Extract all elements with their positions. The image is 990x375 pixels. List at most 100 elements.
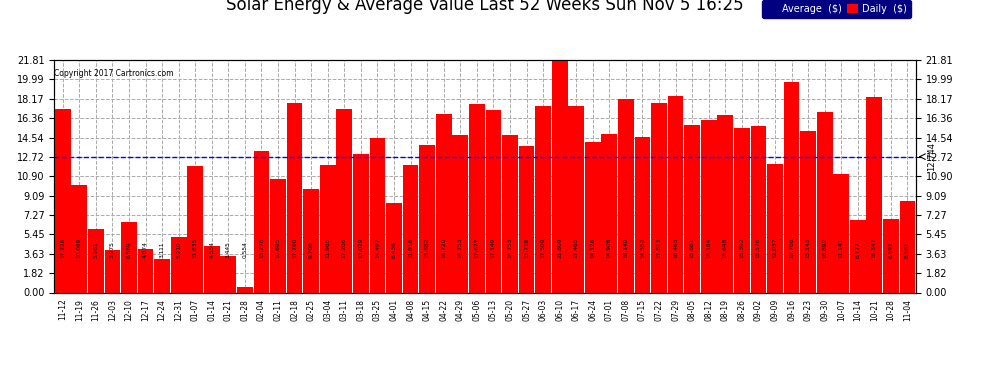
Bar — [386, 202, 402, 292]
Text: 18.140: 18.140 — [624, 237, 629, 258]
Bar — [204, 246, 220, 292]
Legend: Average  ($), Daily  ($): Average ($), Daily ($) — [762, 0, 911, 18]
Bar — [287, 103, 303, 292]
Text: 10.069: 10.069 — [77, 237, 82, 258]
Bar — [817, 112, 833, 292]
Text: 3.975: 3.975 — [110, 241, 115, 258]
Bar — [635, 137, 650, 292]
Bar — [618, 99, 634, 292]
Text: 17.226: 17.226 — [60, 237, 65, 258]
Bar — [221, 256, 237, 292]
Bar — [800, 131, 816, 292]
Bar — [585, 142, 601, 292]
Bar — [452, 135, 468, 292]
Text: 11.141: 11.141 — [839, 237, 843, 258]
Text: 14.497: 14.497 — [375, 237, 380, 258]
Text: 19.708: 19.708 — [789, 237, 794, 258]
Text: 14.552: 14.552 — [640, 237, 644, 258]
Text: 15.576: 15.576 — [756, 237, 761, 258]
Text: 21.809: 21.809 — [557, 237, 562, 258]
Text: 16.648: 16.648 — [723, 237, 728, 258]
Text: 17.760: 17.760 — [292, 237, 297, 258]
Text: 14.908: 14.908 — [607, 237, 612, 258]
Bar — [767, 164, 783, 292]
Text: 6.569: 6.569 — [127, 241, 132, 258]
Bar — [750, 126, 766, 292]
Text: 6.891: 6.891 — [888, 241, 893, 258]
Text: 17.206: 17.206 — [342, 237, 346, 258]
Bar — [303, 189, 319, 292]
Text: 17.813: 17.813 — [656, 237, 661, 258]
Text: 17.149: 17.149 — [491, 237, 496, 258]
Text: 4.354: 4.354 — [209, 241, 214, 258]
Bar — [369, 138, 385, 292]
Text: 14.753: 14.753 — [508, 237, 513, 258]
Text: 13.718: 13.718 — [524, 237, 529, 258]
Text: 13.276: 13.276 — [259, 237, 264, 258]
Text: 3.111: 3.111 — [159, 241, 164, 258]
Bar — [667, 96, 683, 292]
Bar — [419, 144, 435, 292]
Text: 11.835: 11.835 — [193, 237, 198, 258]
Bar — [651, 103, 667, 292]
Text: 5.210: 5.210 — [176, 241, 181, 258]
Bar — [270, 180, 286, 292]
Bar — [734, 128, 749, 292]
Bar — [54, 109, 70, 292]
Text: 3.445: 3.445 — [226, 241, 231, 258]
Bar — [171, 237, 186, 292]
Bar — [684, 125, 700, 292]
Text: 15.681: 15.681 — [690, 237, 695, 258]
Bar — [187, 166, 203, 292]
Bar — [105, 250, 121, 292]
Bar — [154, 260, 170, 292]
Bar — [551, 60, 567, 292]
Text: 16.892: 16.892 — [822, 237, 828, 258]
Text: 15.392: 15.392 — [740, 237, 744, 258]
Text: 16.720: 16.720 — [442, 237, 446, 258]
Text: 16.184: 16.184 — [706, 237, 711, 258]
Bar — [568, 106, 584, 292]
Text: 6.777: 6.777 — [855, 241, 860, 258]
Bar — [353, 154, 368, 292]
Bar — [237, 286, 252, 292]
Text: Copyright 2017 Cartronics.com: Copyright 2017 Cartronics.com — [54, 69, 174, 78]
Text: 0.554: 0.554 — [243, 241, 248, 258]
Bar — [121, 222, 137, 292]
Title: Solar Energy & Average Value Last 52 Weeks Sun Nov 5 16:25: Solar Energy & Average Value Last 52 Wee… — [227, 0, 743, 14]
Bar — [866, 97, 882, 292]
Bar — [602, 134, 617, 292]
Bar — [469, 104, 485, 292]
Bar — [834, 174, 849, 292]
Text: 14.126: 14.126 — [590, 237, 595, 258]
Bar — [701, 120, 717, 292]
Bar — [320, 165, 336, 292]
Text: 12.744: 12.744 — [927, 142, 936, 171]
Text: 5.961: 5.961 — [93, 241, 98, 258]
Text: 11.965: 11.965 — [326, 237, 331, 258]
Text: 13.882: 13.882 — [425, 237, 430, 258]
Bar — [900, 201, 916, 292]
Bar — [519, 146, 535, 292]
Bar — [485, 110, 501, 292]
Text: 10.605: 10.605 — [275, 237, 280, 258]
Text: 17.465: 17.465 — [573, 237, 579, 258]
Bar — [71, 185, 87, 292]
Bar — [849, 220, 865, 292]
Text: 9.700: 9.700 — [309, 241, 314, 258]
Text: 11.916: 11.916 — [408, 237, 413, 258]
Bar — [138, 249, 153, 292]
Bar — [718, 115, 734, 292]
Bar — [253, 151, 269, 292]
Text: 15.143: 15.143 — [806, 237, 811, 258]
Text: 17.509: 17.509 — [541, 237, 545, 258]
Text: 18.463: 18.463 — [673, 237, 678, 258]
Text: 12.037: 12.037 — [772, 237, 777, 258]
Text: 17.677: 17.677 — [474, 237, 479, 258]
Bar — [337, 109, 352, 292]
Bar — [536, 106, 551, 292]
Text: 13.029: 13.029 — [358, 237, 363, 258]
Bar — [436, 114, 451, 292]
Text: 14.753: 14.753 — [457, 237, 462, 258]
Bar — [784, 82, 799, 292]
